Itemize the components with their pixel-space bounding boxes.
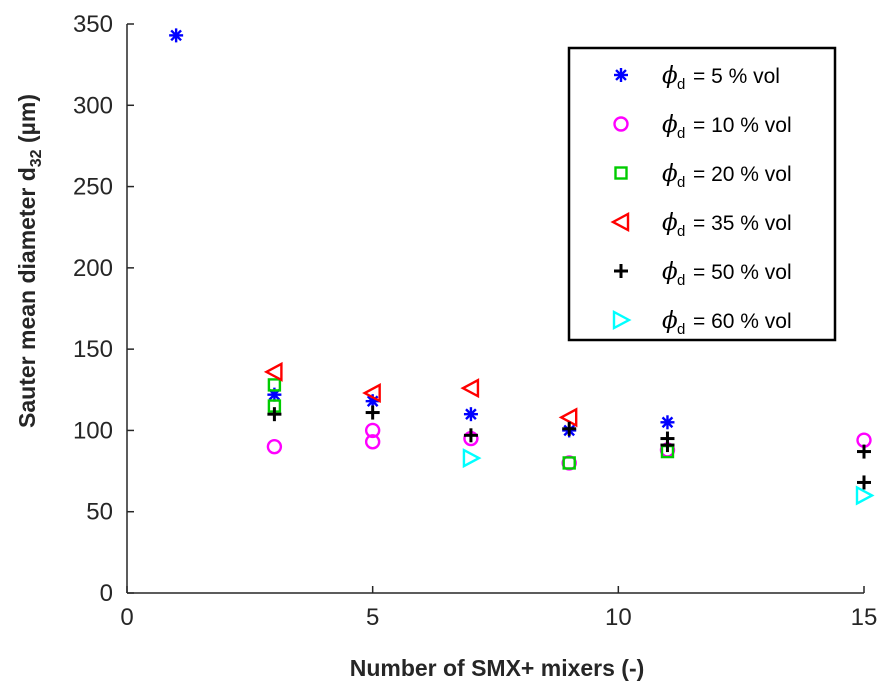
data-point-series-4 <box>460 378 480 399</box>
legend-subscript: d <box>677 223 685 240</box>
data-point-series-5 <box>463 428 478 443</box>
y-tick-label: 250 <box>73 174 113 201</box>
data-point-series-5 <box>562 421 577 436</box>
axes <box>126 23 865 594</box>
legend-marker-4 <box>610 212 630 232</box>
data-point-series-2 <box>364 434 381 450</box>
legend-label: = 60 % vol <box>693 310 792 333</box>
legend-marker-2 <box>613 116 629 132</box>
data-point-series-6 <box>855 485 875 506</box>
legend-marker-5 <box>614 264 628 278</box>
y-tick-label: 50 <box>86 499 113 526</box>
data-point-series-4 <box>558 407 578 428</box>
legend-symbol: ϕ <box>662 259 678 285</box>
legend-label: = 35 % vol <box>693 212 792 235</box>
data-point-series-1 <box>169 28 184 43</box>
legend-symbol: ϕ <box>662 161 678 187</box>
data-point-series-2 <box>364 422 381 439</box>
legend-subscript: d <box>677 174 685 191</box>
legend-subscript: d <box>677 272 685 289</box>
legend-symbol: ϕ <box>662 63 678 89</box>
y-tick-label: 350 <box>73 11 113 38</box>
legend-label: = 20 % vol <box>693 163 792 186</box>
data-point-series-4 <box>362 383 381 404</box>
data-point-series-1 <box>660 415 675 430</box>
y-axis-title: Sauter mean diameter d32 (µm) <box>14 94 45 428</box>
data-point-series-4 <box>263 361 283 382</box>
y-tick-label: 100 <box>73 417 113 444</box>
y-axis-title-subscript: 32 <box>28 149 45 167</box>
x-tick-label: 10 <box>605 604 632 631</box>
y-tick-label: 0 <box>100 580 113 607</box>
legend-symbol: ϕ <box>662 210 678 236</box>
data-points <box>169 28 875 506</box>
y-axis-title-main: Sauter mean diameter d <box>14 167 40 428</box>
legend-box <box>567 46 837 342</box>
legend-symbol: ϕ <box>662 112 678 138</box>
legend-label: = 5 % vol <box>693 65 780 88</box>
legend-marker-3 <box>614 166 628 180</box>
x-tick-label: 5 <box>366 604 379 631</box>
legend-subscript: d <box>677 76 685 93</box>
x-tick-label: 15 <box>851 604 878 631</box>
data-point-series-5 <box>267 407 282 422</box>
y-tick-label: 150 <box>73 336 113 363</box>
legend-label: = 50 % vol <box>693 261 792 284</box>
legend-subscript: d <box>677 125 685 142</box>
data-point-series-5 <box>365 405 380 420</box>
y-tick-label: 300 <box>73 92 113 119</box>
data-point-series-5 <box>857 444 871 459</box>
legend-symbol: ϕ <box>662 308 678 334</box>
data-point-series-5 <box>857 475 871 490</box>
data-point-series-1 <box>463 407 478 422</box>
y-axis-title-unit: (µm) <box>14 94 40 149</box>
legend-marker-1 <box>614 68 628 82</box>
data-point-series-6 <box>462 448 482 469</box>
data-point-series-2 <box>266 438 283 455</box>
data-point-series-3 <box>562 456 576 470</box>
x-axis-title: Number of SMX+ mixers (-) <box>350 655 645 681</box>
data-point-series-5 <box>660 438 675 453</box>
legend-marker-6 <box>612 310 632 330</box>
legend-subscript: d <box>677 321 685 338</box>
data-point-series-3 <box>267 378 282 392</box>
y-tick-label: 200 <box>73 255 113 282</box>
legend-label: = 10 % vol <box>693 114 792 137</box>
x-tick-label: 0 <box>120 604 133 631</box>
